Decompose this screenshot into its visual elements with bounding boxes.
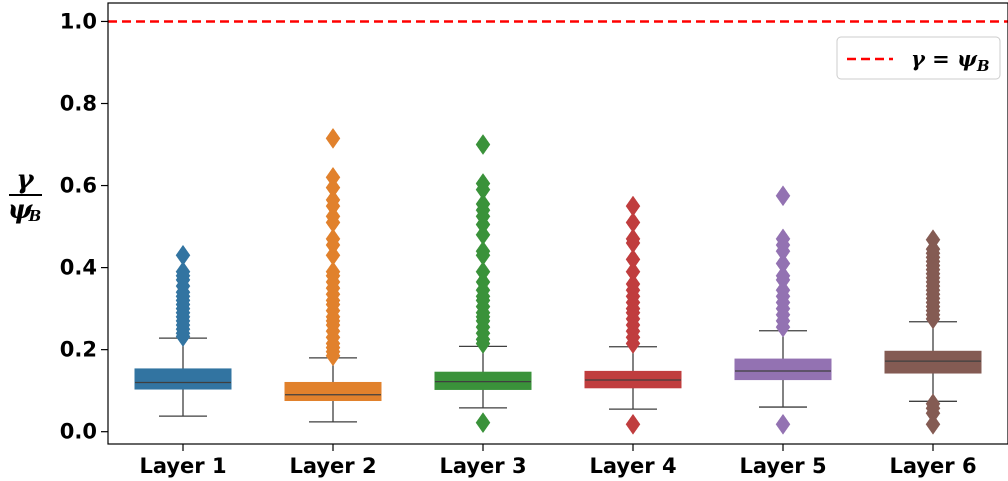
- box-group-3: [434, 134, 532, 434]
- y-tick-label: 0.0: [60, 420, 97, 444]
- x-tick-label: Layer 2: [289, 454, 376, 478]
- outlier-point: [925, 229, 941, 251]
- outlier-point: [325, 166, 341, 188]
- box-group-4: [584, 195, 682, 435]
- y-tick-label: 1.0: [60, 9, 97, 33]
- box-iqr: [134, 368, 232, 390]
- outlier-point: [625, 413, 641, 435]
- box-group-6: [884, 229, 982, 435]
- outlier-point: [325, 261, 341, 283]
- outlier-point: [775, 253, 791, 274]
- outlier-point: [325, 228, 341, 250]
- outlier-point: [475, 173, 491, 194]
- outlier-point: [775, 413, 791, 435]
- legend-box: [836, 36, 1001, 80]
- legend-label-subscript: B: [976, 57, 990, 75]
- outlier-point: [475, 134, 491, 155]
- outlier-point: [625, 248, 641, 270]
- outlier-point: [625, 228, 641, 250]
- outlier-point: [625, 273, 641, 295]
- box-group-1: [134, 244, 232, 417]
- outlier-point: [775, 228, 791, 250]
- y-axis-label-denominator: ψ: [8, 195, 34, 225]
- outlier-point: [625, 195, 641, 217]
- outlier-point: [475, 193, 491, 215]
- x-tick-label: Layer 4: [589, 454, 676, 478]
- outlier-point: [775, 265, 791, 287]
- box-series: [134, 127, 982, 435]
- y-axis-label-subscript: B: [28, 207, 42, 225]
- outlier-point: [325, 127, 341, 149]
- outlier-point: [475, 261, 491, 283]
- outlier-point: [625, 261, 641, 283]
- x-tick-label: Layer 5: [739, 454, 826, 478]
- legend: γ = ψB: [836, 36, 1001, 80]
- outlier-point: [625, 212, 641, 233]
- y-axis: 0.0 0.2 0.4 0.6 0.8 1.0: [60, 9, 108, 444]
- box-iqr: [284, 381, 382, 402]
- outlier-point: [475, 240, 491, 262]
- legend-label-main: γ = ψ: [911, 46, 978, 71]
- x-tick-label: Layer 1: [139, 454, 226, 478]
- outlier-point: [175, 261, 191, 283]
- y-tick-label: 0.6: [60, 174, 97, 198]
- y-tick-label: 0.2: [60, 338, 97, 362]
- outlier-point: [475, 412, 491, 434]
- outlier-point: [775, 185, 791, 207]
- box-iqr: [884, 350, 982, 374]
- y-axis-label: γ ψ B: [8, 165, 42, 225]
- x-tick-label: Layer 6: [889, 454, 976, 478]
- plot-frame: [107, 2, 1008, 445]
- outlier-point: [175, 244, 191, 266]
- outlier-point: [325, 189, 341, 211]
- y-tick-label: 0.8: [60, 92, 97, 116]
- box-group-2: [284, 127, 382, 423]
- x-tick-label: Layer 3: [439, 454, 526, 478]
- box-iqr: [734, 358, 832, 381]
- box-group-5: [734, 185, 832, 435]
- legend-label: γ = ψB: [911, 46, 990, 75]
- outlier-point: [925, 413, 941, 435]
- y-tick-label: 0.4: [60, 256, 97, 280]
- x-axis: Layer 1 Layer 2 Layer 3 Layer 4 Layer 5 Layer…: [139, 444, 977, 478]
- outlier-point: [925, 393, 941, 415]
- y-axis-label-numerator: γ: [16, 165, 35, 195]
- box-iqr: [434, 371, 532, 390]
